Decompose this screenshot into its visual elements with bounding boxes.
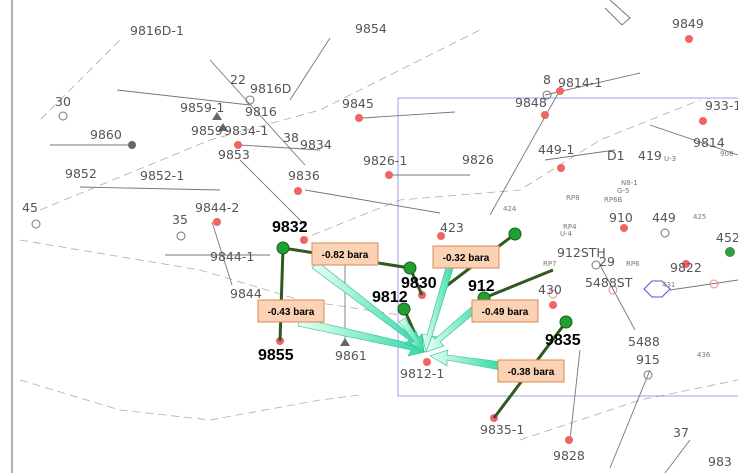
minor-label: G-5 [617,187,629,195]
well-label: 9826 [462,152,494,167]
well-label: 9849 [672,16,704,31]
pressure-label: -0.32 bara [443,253,490,264]
minor-label: 908 [720,150,733,158]
well-label: 9853 [218,147,250,162]
minor-label: 424 [503,205,517,213]
well-label: 9836 [288,168,320,183]
pressure-label: -0.43 bara [268,307,315,318]
well-label: 37 [673,425,689,440]
boundaries [19,29,738,441]
well-label: D1 [607,148,625,163]
minor-label: 425 [693,213,706,221]
well-label: 9816 [245,104,277,119]
well-label: 912STH [557,245,606,260]
well-label: 9845 [342,96,374,111]
well-label: 9844 [230,286,262,301]
well-label: 8 [543,72,551,87]
well-label: 9812-1 [400,366,444,381]
well-label: 9814-1 [558,75,602,90]
highlighted-well-label: 9830 [401,275,437,292]
minor-label: 431 [662,281,675,289]
well-label: 419 [638,148,662,163]
minor-label: RP7 [543,260,557,268]
pressure-box [497,359,565,383]
well-label: 933-1 [705,98,738,113]
well-label: 452 [716,230,738,245]
pressure-box [311,242,379,266]
well-label: 983 [708,454,732,469]
well-label: 29 [599,254,615,269]
well-label: 9826-1 [363,153,407,168]
highlighted-well-label: 9835 [545,332,581,349]
highlighted-well-label: 912 [468,278,495,295]
pressure-box [432,245,500,269]
pressure-boxes: -0.82 bara -0.32 bara -0.43 bara -0.49 bara… [257,242,565,383]
well-label: 9861 [335,348,367,363]
well-label: 45 [22,200,38,215]
well-label: 38 [283,130,299,145]
well-label: 9814 [693,135,725,150]
well-label: 22 [230,72,246,87]
well-symbols [31,90,719,380]
well-label: 9834 [300,137,332,152]
well-label: 5488ST [585,275,633,290]
well-label: 9834-1 [224,123,268,138]
flow-arrows [297,259,503,371]
well-label: 9844-1 [210,249,254,264]
well-label: 9828 [553,448,585,463]
well-label: 9860 [90,127,122,142]
well-label: 9816D-1 [130,23,184,38]
well-label: 9844-2 [195,200,239,215]
outline [604,0,631,26]
well-label: 9859 [191,123,223,138]
minor-label: RP6B [604,196,623,204]
well-markers [128,112,735,346]
well-label: 30 [55,94,71,109]
minor-label: 436 [697,351,711,359]
well-dots [213,35,707,444]
well-label: 430 [538,282,562,297]
well-label: 9816D [250,81,291,96]
well-label: 9859-1 [180,100,224,115]
minor-label: RP4 [563,223,577,231]
minor-label: N8-1 [621,179,638,187]
pressure-label: -0.38 bara [508,367,555,378]
well-label: 915 [636,352,660,367]
minor-label: RP8 [566,194,580,202]
well-label: 5488 [628,334,660,349]
pressure-label: -0.82 bara [322,250,369,261]
pressure-box [471,299,539,323]
minor-label: RP6 [626,260,640,268]
well-label: 9822 [670,260,702,275]
well-label: 35 [172,212,188,227]
minor-label: U-4 [560,230,573,238]
well-label: 9835-1 [480,422,524,437]
pressure-label: -0.49 bara [482,307,529,318]
license-box [397,97,738,397]
highlighted-well-label: 9832 [272,219,308,236]
highlighted-well-dots [276,227,573,329]
minor-label: U-3 [664,155,676,163]
highlighted-well-label: 9812 [372,289,408,306]
well-label: 423 [440,220,464,235]
well-label: 449 [652,210,676,225]
highlighted-well-label: 9855 [258,347,294,364]
well-label: 9854 [355,21,387,36]
well-label: 449-1 [538,142,574,157]
well-label: 910 [609,210,633,225]
well-label: 9852 [65,166,97,181]
well-label: 9848 [515,95,547,110]
pressure-box [257,299,325,323]
well-label: 9852-1 [140,168,184,183]
